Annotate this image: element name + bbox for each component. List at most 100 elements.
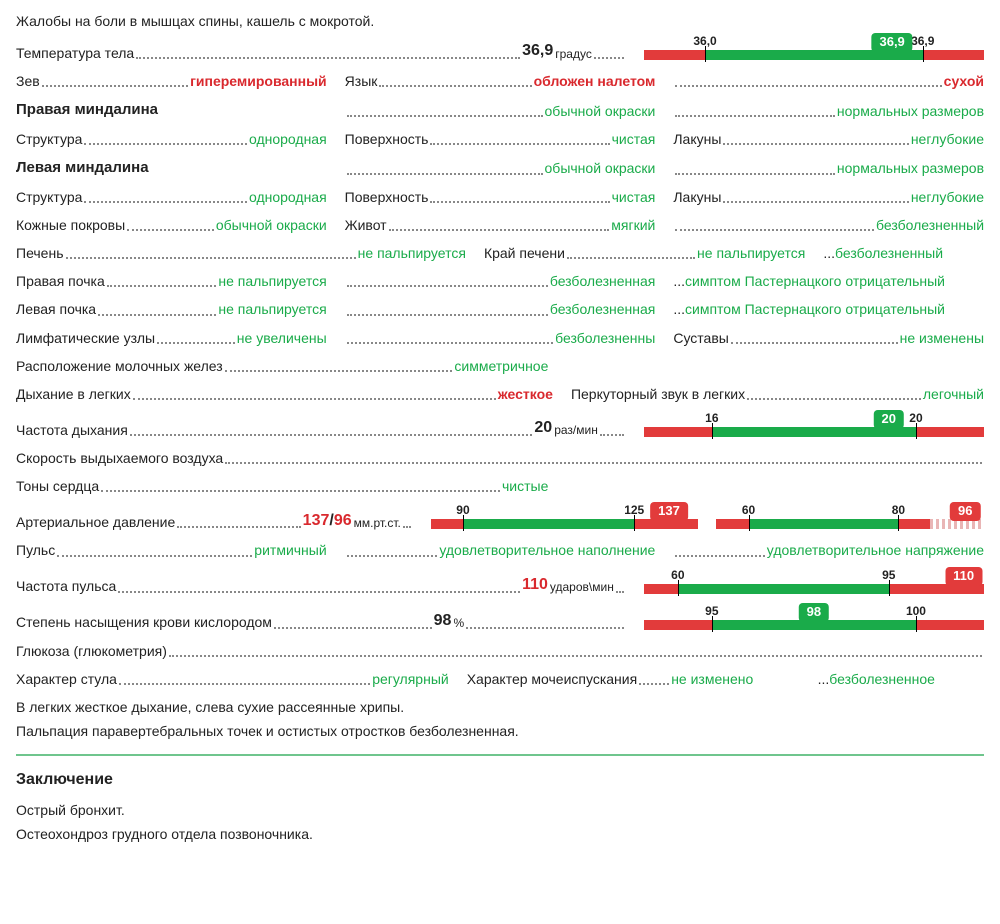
value: 110 (522, 575, 548, 596)
label: Край печени (484, 244, 565, 262)
dots (675, 229, 874, 231)
label: Структура (16, 188, 82, 206)
dots (57, 555, 252, 557)
dots (127, 229, 214, 231)
value: 20 (534, 418, 552, 439)
prefix: ... (818, 670, 830, 688)
value-dia: 96 (334, 511, 352, 532)
label: Частота пульса (16, 577, 116, 595)
value: не изменены (900, 329, 984, 347)
dots (107, 285, 217, 287)
label: Характер мочеиспускания (467, 670, 637, 688)
gauge-spo2: 9510098 (644, 606, 984, 632)
dots (119, 683, 370, 685)
value: безболезненный (876, 216, 984, 234)
value: легочный (923, 385, 984, 403)
row-heart: Тоны сердца чистые (16, 477, 984, 495)
label: Лакуны (673, 130, 721, 148)
label: Структура (16, 130, 82, 148)
row-pef: Скорость выдыхаемого воздуха (16, 449, 984, 467)
dots (723, 201, 908, 203)
value: не пальпируется (697, 244, 805, 262)
label: Частота дыхания (16, 421, 128, 439)
label: Артериальное давление (16, 513, 175, 531)
dots (84, 143, 247, 145)
value: однородная (249, 130, 327, 148)
value: чистые (502, 477, 548, 495)
value: обычной окраски (545, 159, 656, 177)
label: Поверхность (345, 188, 429, 206)
dots (430, 143, 609, 145)
gauge-bp-dia: 608096 (716, 505, 984, 531)
row-pulse: Пульсритмичный удовлетворительное наполн… (16, 541, 984, 559)
row-liver: Печеньне пальпируется Край печенине паль… (16, 244, 984, 262)
conclusion-heading: Заключение (16, 770, 984, 791)
row-tonsil-r-head: Правая миндалина обычной окраски нормаль… (16, 100, 984, 120)
row-kidney-r: Правая почкане пальпируется безболезненн… (16, 272, 984, 290)
dots (731, 342, 898, 344)
dots (675, 555, 764, 557)
value: нормальных размеров (837, 102, 984, 120)
value: нормальных размеров (837, 159, 984, 177)
value: не изменено (671, 670, 753, 688)
label: Живот (345, 216, 387, 234)
dots (274, 627, 432, 629)
prefix: ... (673, 300, 685, 318)
label: Поверхность (345, 130, 429, 148)
dots (98, 314, 216, 316)
dots (389, 229, 610, 231)
row-throat: Зев гиперемированный Язык обложен налето… (16, 72, 984, 90)
value: обычной окраски (216, 216, 327, 234)
dots (639, 683, 669, 685)
label: Расположение молочных желез (16, 357, 223, 375)
value: гиперемированный (190, 72, 327, 90)
label: Тоны сердца (16, 477, 99, 495)
value: чистая (612, 130, 656, 148)
dots (347, 285, 548, 287)
dots (466, 627, 624, 629)
exam-text-1: В легких жесткое дыхание, слева сухие ра… (16, 698, 984, 716)
unit: раз/мин (554, 423, 598, 439)
divider (16, 754, 984, 756)
row-skin: Кожные покровы обычной окраски Живот мягки… (16, 216, 984, 234)
dots (347, 314, 548, 316)
dots (675, 85, 941, 87)
prefix: ... (823, 244, 835, 262)
value: обычной окраски (545, 102, 656, 120)
dots (675, 173, 835, 175)
dots (347, 342, 553, 344)
value: регулярный (372, 670, 449, 688)
row-kidney-l: Левая почкане пальпируется безболезненна… (16, 300, 984, 318)
value: удовлетворительное напряжение (767, 541, 984, 559)
value: сухой (944, 72, 984, 90)
label: Глюкоза (глюкометрия) (16, 642, 167, 660)
label: Пульс (16, 541, 55, 559)
dots (157, 342, 235, 344)
value: мягкий (611, 216, 655, 234)
value: безболезненны (555, 329, 655, 347)
dots (42, 85, 188, 87)
label: Перкуторный звук в легких (571, 385, 745, 403)
row-tonsil-r-body: Структура однородная Поверхность чистая Ла… (16, 130, 984, 148)
value: чистая (612, 188, 656, 206)
value: не пальпируется (218, 300, 326, 318)
dots (379, 85, 531, 87)
label: Кожные покровы (16, 216, 125, 234)
value: безболезненное (829, 670, 935, 688)
row-glucose: Глюкоза (глюкометрия) (16, 642, 984, 660)
dots (600, 434, 624, 436)
unit: ударов\мин (550, 580, 614, 596)
label: Температура тела (16, 44, 134, 62)
gauge-hr: 6095110 (644, 570, 984, 596)
row-excretion: Характер стуларегулярный Характер мочеис… (16, 670, 984, 688)
label: Зев (16, 72, 40, 90)
dots (347, 555, 438, 557)
row-mammary: Расположение молочных железсимметричное (16, 357, 984, 375)
row-rr: Частота дыхания 20 раз/мин 162020 (16, 413, 984, 439)
row-breath: Дыхание в легкихжесткое Перкуторный звук… (16, 385, 984, 403)
row-tonsil-l-head: Левая миндалина обычной окраски нормальн… (16, 158, 984, 178)
dots (118, 591, 520, 593)
exam-text-2: Пальпация паравертебральных точек и ости… (16, 722, 984, 740)
dots (675, 115, 835, 117)
row-tonsil-l-body: Структураоднородная Поверхностьчистая Ла… (16, 188, 984, 206)
